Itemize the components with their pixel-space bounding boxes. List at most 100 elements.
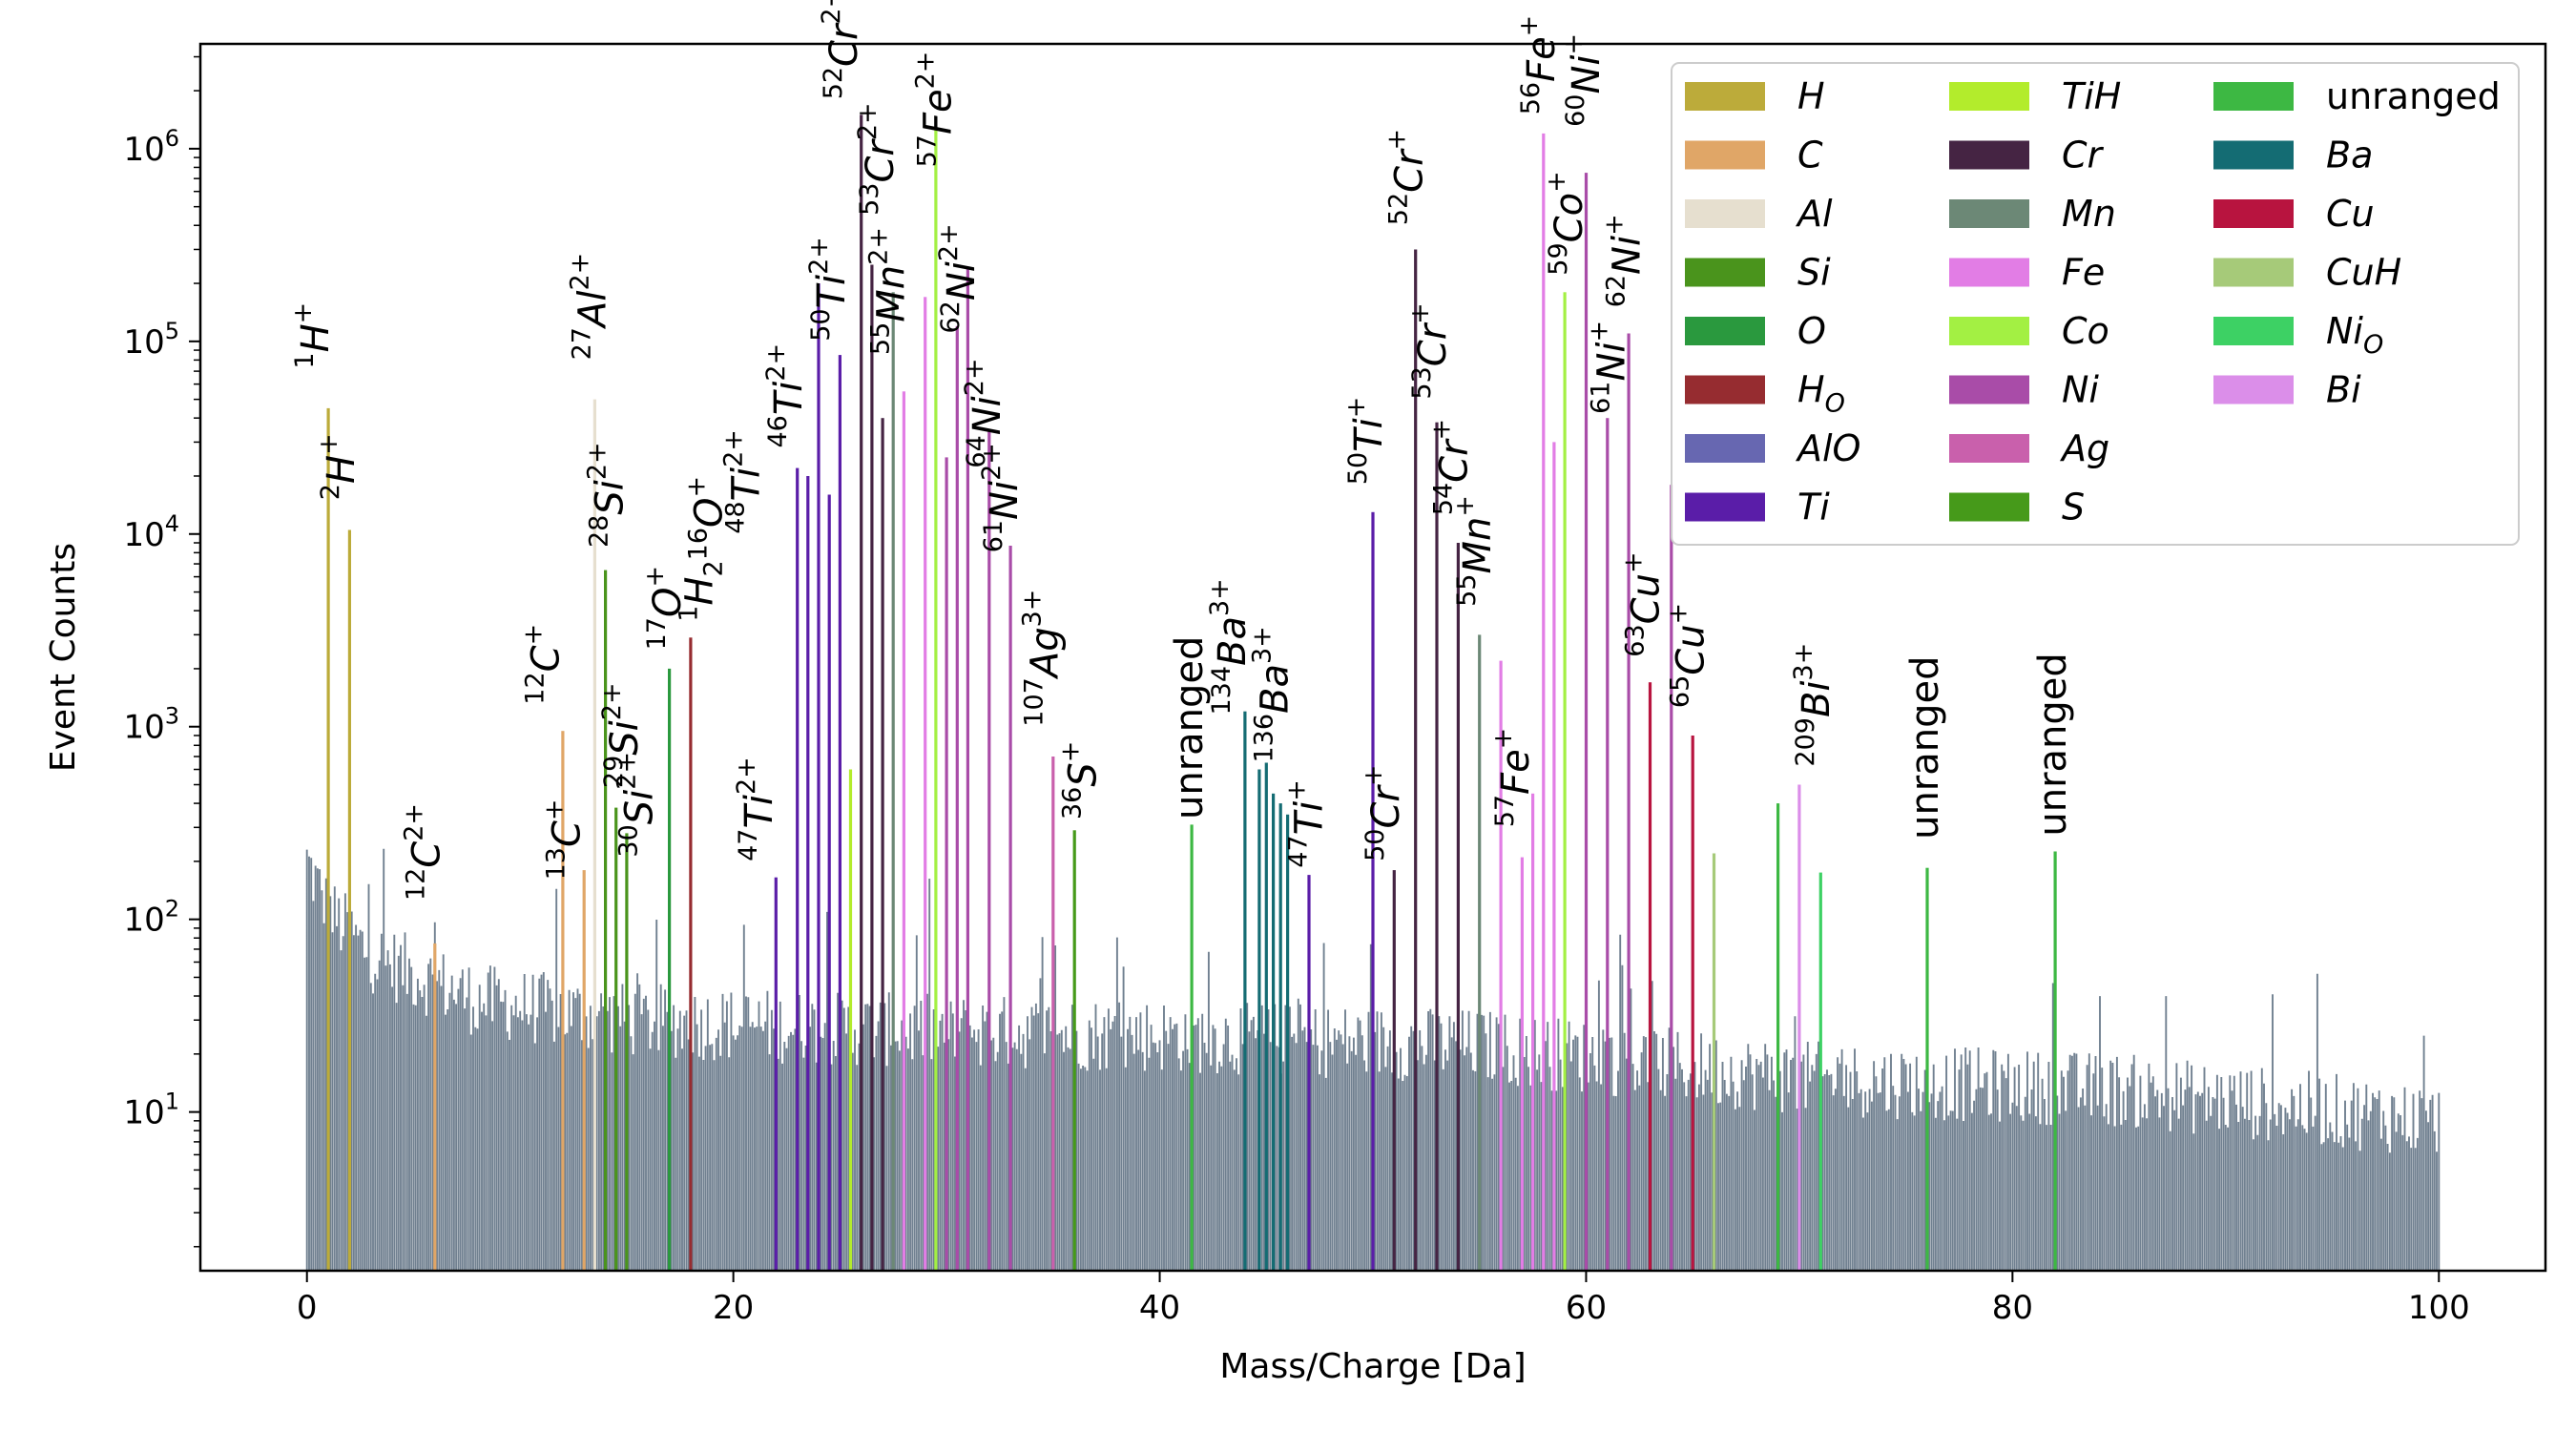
legend-label: Cu [2326,193,2375,235]
peak-label: 17O+ [640,566,690,650]
legend-label: unranged [2326,75,2501,117]
y-tick-label: 103 [123,703,179,747]
legend-label: Co [2062,310,2109,352]
legend-label: Bi [2326,369,2361,411]
legend-swatch [1685,492,1765,522]
peak-bar [433,943,437,1271]
peak-bar [1278,803,1282,1271]
legend-swatch [1949,492,2029,522]
legend-label: HO [1797,369,1845,419]
peak-label: 56Fe+ [1514,15,1564,115]
peak-bar [934,126,938,1271]
peak-bar [1008,546,1012,1271]
peak-label: 53Cr+ [1405,302,1455,399]
legend-label: Al [1795,193,1833,235]
peak-label: 12C2+ [399,803,448,901]
legend-label: Si [1797,252,1831,294]
legend-label: TiH [2062,75,2121,117]
plot-frame [198,42,2547,1273]
legend-swatch [2213,317,2294,345]
peak-bar [806,476,810,1271]
legend-entry: AlO [1685,427,1860,469]
peak-label: 61Ni2+ [977,443,1027,552]
peak-label: 50Cr+ [1359,765,1408,861]
peak-bar [1414,249,1418,1271]
peak-label: unranged [2031,653,2075,836]
peak-bar [987,428,991,1271]
x-tick-label: 0 [297,1289,318,1327]
peak-label: 65Cu+ [1663,603,1713,708]
peak-label: 36S+ [1056,741,1106,819]
legend-entry: TiH [1949,75,2121,117]
x-tick-label: 40 [1139,1289,1180,1327]
legend-label: H [1797,75,1825,117]
peak-bar [1456,543,1460,1271]
legend-swatch [1949,258,2029,287]
peak-label: 52Cr+ [1381,129,1431,225]
peak-label: 57Fe2+ [911,52,961,168]
legend-entry: HO [1685,369,1845,419]
peak-label: 47Ti2+ [732,757,781,861]
legend-entry: Fe [1949,252,2105,294]
legend-entry: Ba [2213,135,2373,176]
peak-bar [2053,851,2057,1271]
legend-entry: Al [1685,193,1833,235]
peak-bar [924,297,927,1271]
legend-label: Ni [2062,369,2099,411]
legend-label: AlO [1795,427,1860,469]
legend-label: Mn [2062,193,2116,235]
legend-box [1671,62,2520,546]
legend-entry: CuH [2213,252,2401,294]
x-tick-label: 60 [1566,1289,1607,1327]
peak-bar [848,769,853,1271]
peak-bar [604,570,608,1271]
legend-swatch [1685,434,1765,463]
peak-label: 60Ni+ [1559,33,1609,127]
peak-bar [1531,793,1535,1271]
peak-bar [1257,769,1261,1271]
peak-label: 2H+ [314,433,364,500]
legend-entry: Bi [2213,369,2361,411]
peak-bar [870,264,874,1271]
peak-bar [902,391,905,1271]
peak-bar [1925,867,1929,1271]
x-tick-label: 80 [1992,1289,2033,1327]
peak-bar [1499,660,1503,1271]
peak-bar [1051,757,1055,1271]
peak-bar [1286,814,1290,1271]
peak-bar [838,355,841,1272]
peak-label: 62Ni2+ [934,223,984,333]
y-tick-label: 104 [123,510,179,554]
peak-label: 12C+ [518,624,568,705]
legend-label: C [1797,135,1823,176]
peak-bar [796,467,800,1272]
peak-label: 54Cr+ [1426,419,1476,515]
peak-annotations: 1H+ 2H+ 12C2+ 12C+ 13C+ 27Al2+ 28Si2+ 29Si2+30S… [288,0,2075,901]
peak-bar [326,407,330,1271]
legend-label: O [1797,310,1826,352]
peak-label: 1H216O+ [674,476,731,622]
peak-bar [1563,292,1567,1271]
peak-bar [881,418,884,1271]
peak-bar [817,283,821,1271]
peak-label: 47Ti+ [1281,779,1331,868]
legend-label: S [2062,487,2085,529]
peak-bar [1670,485,1673,1271]
peak-label: 209Bi3+ [1789,643,1839,767]
peak-bar [774,877,778,1271]
peak-label: 27Al2+ [566,253,615,361]
peak-label: 55Mn2+ [863,227,913,355]
legend-entry: NiO [2213,310,2383,360]
legend-label: NiO [2326,310,2383,360]
peak-bar [1712,853,1716,1271]
legend-entry: S [1949,487,2085,529]
legend-swatch [1685,140,1765,170]
x-axis-label: Mass/Charge [Da] [1219,1347,1526,1386]
peak-bar [561,731,565,1271]
legend-entry: C [1685,135,1823,176]
legend-entry: Ti [1685,487,1830,529]
legend-label: Cr [2062,135,2105,176]
peak-label: 50Ti+ [1341,397,1391,486]
peak-bar [614,807,618,1271]
peak-label: 46Ti2+ [761,343,811,448]
